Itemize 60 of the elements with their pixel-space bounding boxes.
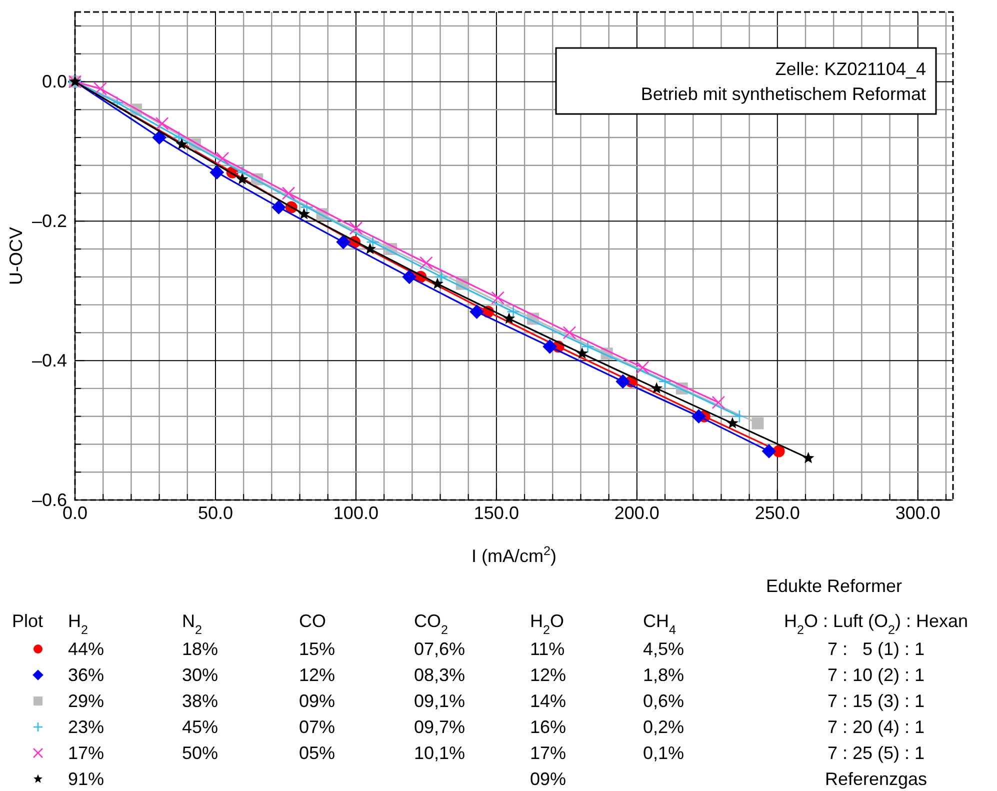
text: CH$_{4}$: [643, 611, 676, 637]
text: 14%: [530, 691, 566, 711]
text: 0,1%: [643, 743, 684, 763]
text: Referenzgas: [824, 769, 928, 789]
text: CO: [299, 611, 326, 631]
text: Edukte Reformer: [766, 576, 902, 596]
legend-label: 36%: [68, 665, 104, 685]
x-tick-label: 300.0: [895, 503, 940, 523]
x-tick-label: 200.0: [614, 503, 660, 523]
legend-label: 17%: [68, 743, 104, 763]
text: 09%: [530, 769, 566, 789]
text: 4,5%: [643, 639, 684, 659]
text: Plot: [12, 611, 44, 631]
text: H$_{2}$: [68, 611, 88, 637]
text: 08,3%: [414, 665, 466, 685]
annotation: Betrieb mit synthetischem Reformat: [640, 84, 926, 104]
text: 7 : 10 (2) : 1: [827, 665, 925, 685]
text: 15%: [299, 639, 336, 659]
text: 18%: [182, 639, 218, 659]
x-tick-label: 150.0: [474, 503, 519, 523]
text: 7 : 20 (4) : 1: [827, 717, 925, 737]
text: 12%: [530, 665, 566, 685]
text: H$_{2}$O: [530, 611, 564, 637]
legend-label: 23%: [68, 717, 104, 737]
x-tick-label: 100.0: [333, 503, 378, 523]
text: 0,6%: [643, 691, 684, 711]
text: 0,2%: [643, 717, 684, 737]
text: H$_{2}$O : Luft (O$_{2}$) : Hexan: [784, 611, 968, 637]
text: CO$_{2}$: [414, 611, 448, 637]
text: 7 : 15 (3) : 1: [827, 691, 925, 711]
y-tick-label: –0.2: [32, 211, 67, 232]
legend-label: 91%: [68, 769, 104, 789]
text: 16%: [530, 717, 566, 737]
y-tick-label: 0.0: [42, 72, 67, 92]
text: 05%: [299, 743, 336, 763]
text: 09,1%: [414, 691, 466, 711]
text: 38%: [182, 691, 218, 711]
legend-label: 44%: [68, 639, 104, 659]
text: N$_{2}$: [182, 611, 202, 637]
text: 07%: [299, 717, 336, 737]
text: 7 : 5 (1) : 1: [827, 639, 925, 659]
y-axis-title: U-OCV: [6, 227, 26, 285]
annotation: Zelle: KZ021104_4: [775, 59, 926, 79]
x-axis-title: I (mA/cm$^{2}$): [471, 544, 557, 566]
text: 09%: [299, 691, 336, 711]
text: 11%: [530, 639, 565, 659]
text: 45%: [182, 717, 218, 737]
text: 12%: [299, 665, 336, 685]
text: 09,7%: [414, 717, 466, 737]
x-tick-label: 50.0: [198, 503, 234, 523]
text: 17%: [530, 743, 566, 763]
text: 10,1%: [414, 743, 466, 763]
y-tick-label: –0.4: [32, 350, 67, 371]
text: 07,6%: [414, 639, 466, 659]
x-tick-label: 250.0: [754, 503, 800, 523]
text: 50%: [182, 743, 218, 763]
text: 1,8%: [643, 665, 684, 685]
text: 7 : 25 (5) : 1: [827, 743, 925, 763]
text: 30%: [182, 665, 218, 685]
legend-label: 29%: [68, 691, 104, 711]
